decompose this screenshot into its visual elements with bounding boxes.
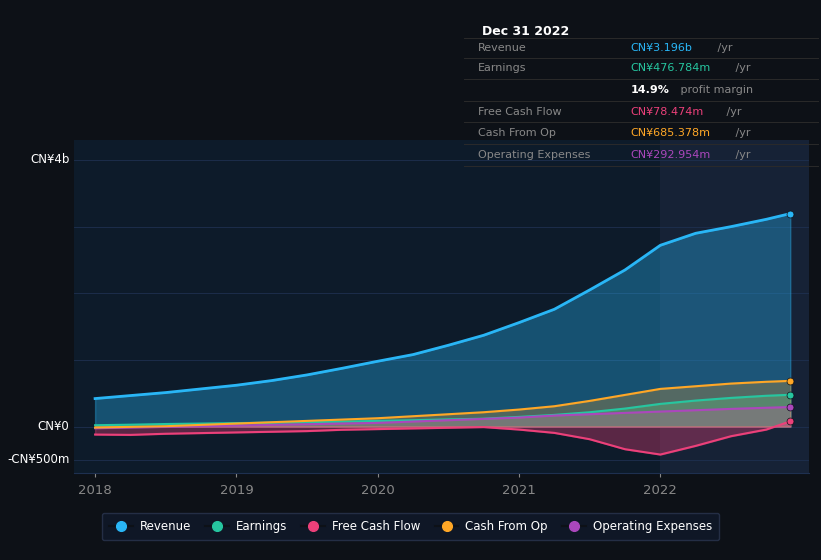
- Text: Free Cash Flow: Free Cash Flow: [478, 106, 562, 116]
- Text: /yr: /yr: [732, 128, 750, 138]
- Text: CN¥3.196b: CN¥3.196b: [631, 43, 692, 53]
- Text: CN¥476.784m: CN¥476.784m: [631, 63, 711, 73]
- Text: Earnings: Earnings: [478, 63, 526, 73]
- Text: Operating Expenses: Operating Expenses: [478, 150, 590, 160]
- Text: Dec 31 2022: Dec 31 2022: [482, 25, 569, 38]
- Text: profit margin: profit margin: [677, 85, 753, 95]
- Text: Revenue: Revenue: [478, 43, 527, 53]
- Text: /yr: /yr: [732, 63, 750, 73]
- Text: -CN¥500m: -CN¥500m: [7, 454, 70, 466]
- Bar: [660, 140, 816, 473]
- Text: /yr: /yr: [732, 150, 750, 160]
- Text: CN¥78.474m: CN¥78.474m: [631, 106, 704, 116]
- Text: 14.9%: 14.9%: [631, 85, 669, 95]
- Text: CN¥4b: CN¥4b: [30, 153, 70, 166]
- Text: /yr: /yr: [713, 43, 732, 53]
- Text: Cash From Op: Cash From Op: [478, 128, 556, 138]
- Text: CN¥0: CN¥0: [38, 420, 70, 433]
- Legend: Revenue, Earnings, Free Cash Flow, Cash From Op, Operating Expenses: Revenue, Earnings, Free Cash Flow, Cash …: [102, 513, 719, 540]
- Text: CN¥292.954m: CN¥292.954m: [631, 150, 711, 160]
- Text: /yr: /yr: [722, 106, 741, 116]
- Text: CN¥685.378m: CN¥685.378m: [631, 128, 710, 138]
